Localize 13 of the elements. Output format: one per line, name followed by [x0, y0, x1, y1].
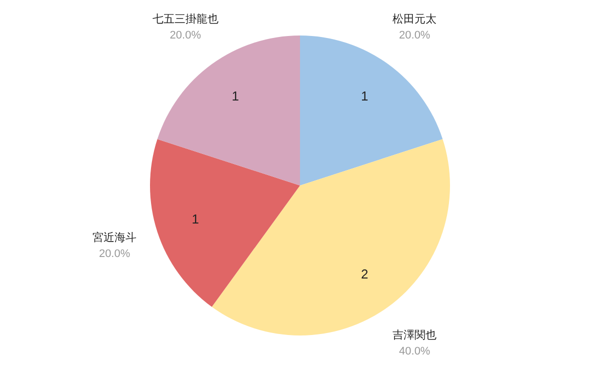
text: 20.0%: [399, 30, 430, 42]
slice-label: 七五三掛龍也: [152, 12, 218, 26]
data-label: 2: [361, 266, 368, 282]
text: 20.0%: [170, 30, 201, 42]
data-label: 1: [232, 88, 239, 104]
slice-label: 松田元太: [392, 12, 437, 26]
slice-label: 吉澤関也: [392, 328, 437, 342]
slice-label: 宮近海斗: [92, 230, 137, 244]
data-label: 1: [192, 211, 199, 226]
text: 20.0%: [98, 248, 130, 260]
pie-slice: [150, 139, 300, 307]
text: 40.0%: [399, 345, 430, 358]
data-label: 1: [361, 88, 368, 104]
